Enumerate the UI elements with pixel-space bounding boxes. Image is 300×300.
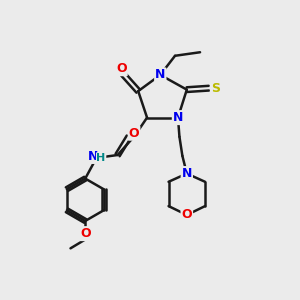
Text: N: N bbox=[88, 150, 98, 163]
Text: O: O bbox=[182, 208, 192, 221]
Text: N: N bbox=[155, 68, 166, 81]
Text: S: S bbox=[211, 82, 220, 95]
Text: H: H bbox=[97, 153, 106, 163]
Text: O: O bbox=[80, 227, 91, 240]
Text: O: O bbox=[116, 62, 127, 75]
Text: O: O bbox=[129, 127, 140, 140]
Text: N: N bbox=[173, 111, 183, 124]
Text: N: N bbox=[182, 167, 192, 180]
